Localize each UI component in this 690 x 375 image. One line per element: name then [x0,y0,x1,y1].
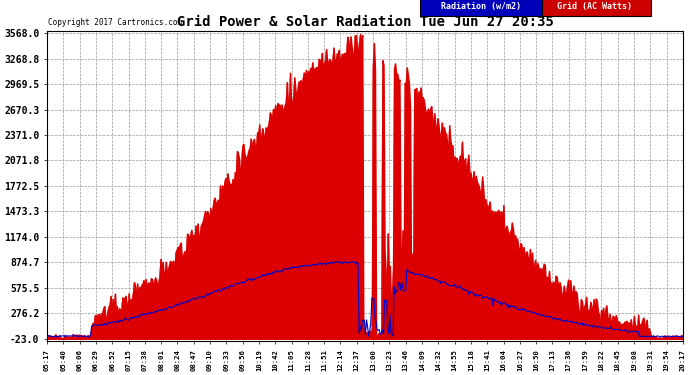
Text: Radiation (w/m2): Radiation (w/m2) [442,2,521,11]
Text: Grid (AC Watts): Grid (AC Watts) [558,2,632,11]
Title: Grid Power & Solar Radiation Tue Jun 27 20:35: Grid Power & Solar Radiation Tue Jun 27 … [177,15,553,29]
Text: Copyright 2017 Cartronics.com: Copyright 2017 Cartronics.com [48,18,182,27]
